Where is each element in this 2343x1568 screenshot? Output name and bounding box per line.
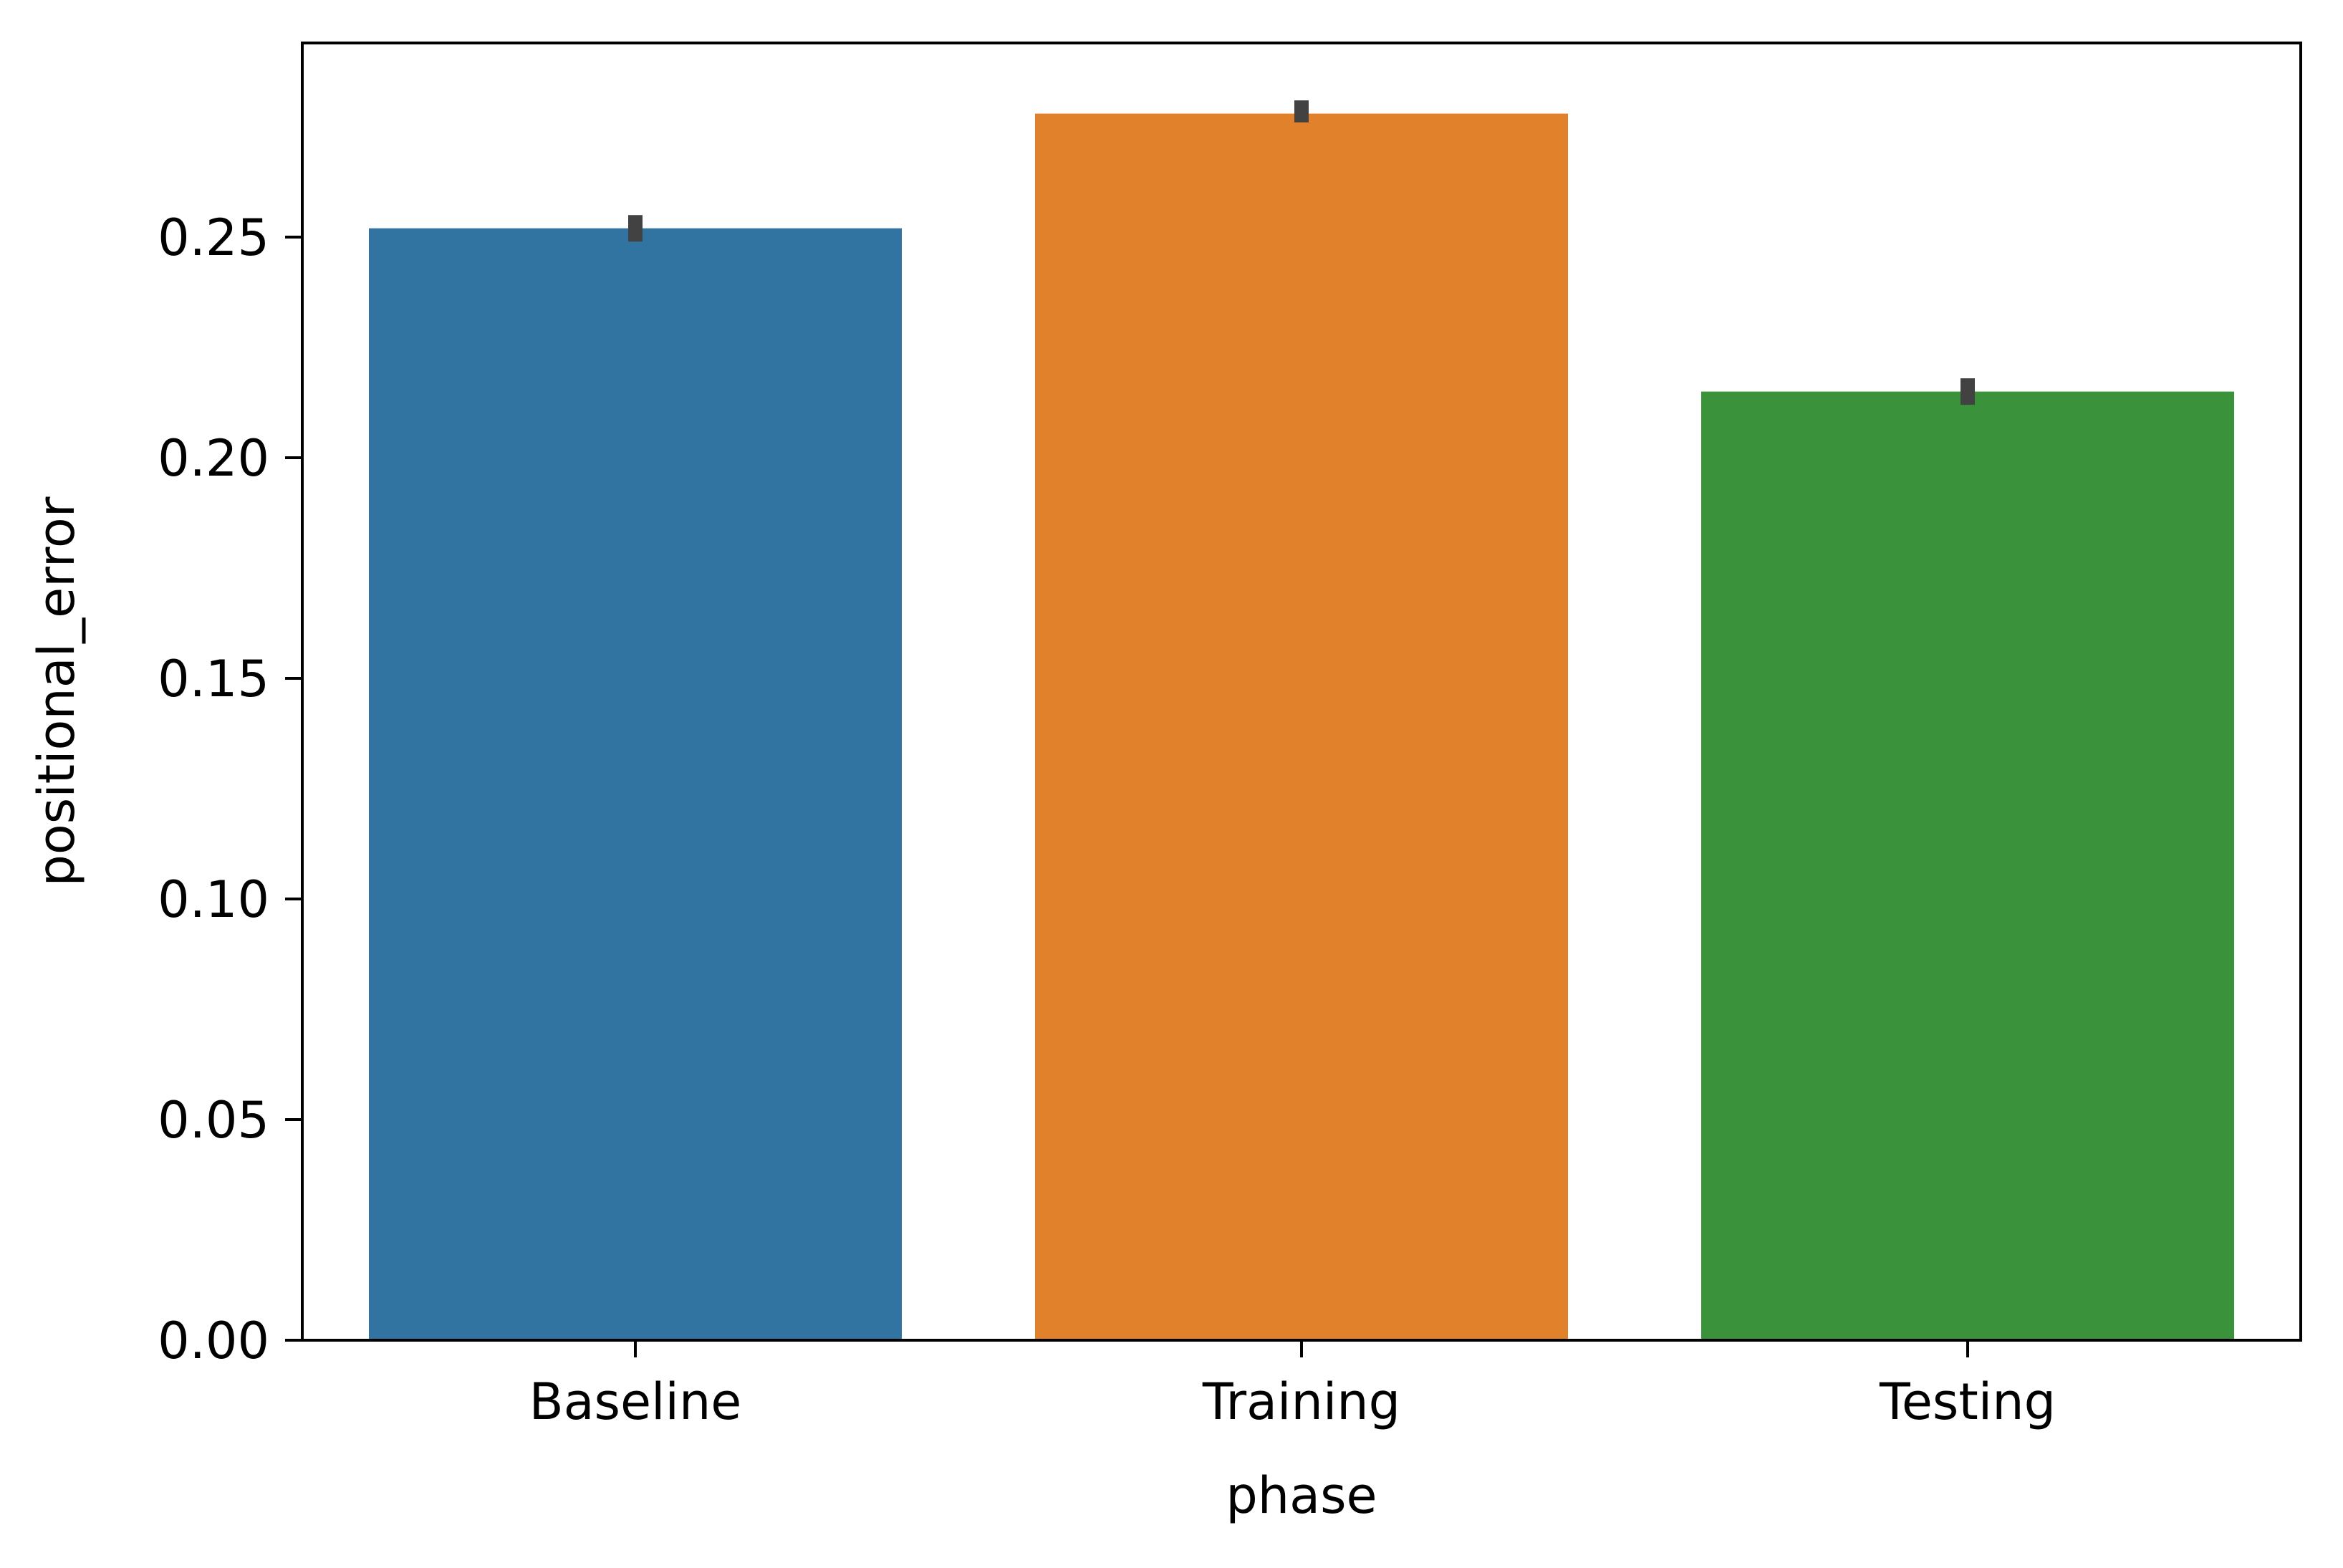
- bar-testing: [1701, 391, 2234, 1340]
- x-axis: Baseline Training Testing: [529, 1340, 2056, 1431]
- y-axis-label: positional_error: [27, 496, 86, 886]
- x-tick-label: Testing: [1879, 1372, 2056, 1431]
- bar-training: [1035, 113, 1568, 1340]
- y-tick-label: 0.10: [158, 870, 269, 929]
- x-tick-label: Training: [1202, 1372, 1400, 1431]
- bar-baseline: [369, 228, 902, 1340]
- y-tick-label: 0.05: [158, 1091, 269, 1150]
- y-axis: 0.00 0.05 0.10 0.15 0.20 0.25: [158, 208, 302, 1370]
- bars-layer: [369, 113, 2234, 1340]
- x-axis-label: phase: [1226, 1466, 1377, 1525]
- x-tick-label: Baseline: [529, 1372, 742, 1431]
- y-tick-label: 0.25: [158, 208, 269, 267]
- y-tick-label: 0.00: [158, 1312, 269, 1370]
- y-tick-label: 0.15: [158, 650, 269, 708]
- error-bars-layer: [628, 100, 1975, 405]
- y-tick-label: 0.20: [158, 429, 269, 488]
